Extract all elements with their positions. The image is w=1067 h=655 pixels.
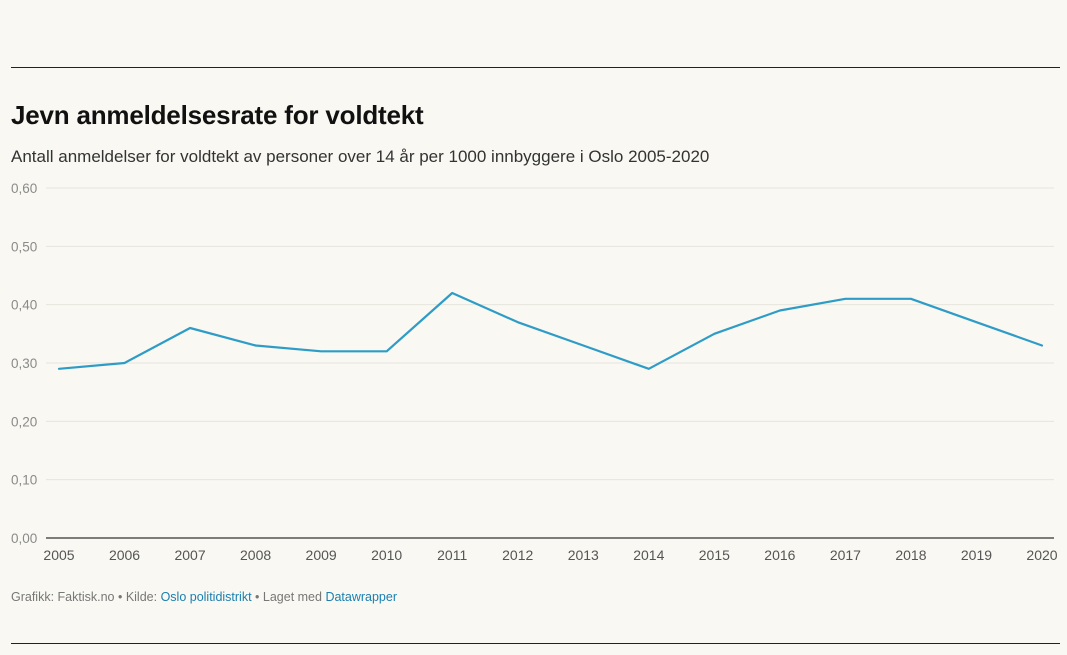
x-tick-label: 2020 <box>1026 547 1057 563</box>
bottom-rule <box>11 643 1060 644</box>
chart-footer: Grafikk: Faktisk.no • Kilde: Oslo politi… <box>11 590 397 604</box>
x-tick-label: 2005 <box>43 547 74 563</box>
y-tick-label: 0,00 <box>11 531 37 546</box>
x-tick-label: 2012 <box>502 547 533 563</box>
y-tick-label: 0,50 <box>11 239 37 254</box>
y-tick-label: 0,10 <box>11 473 37 488</box>
x-tick-label: 2016 <box>764 547 795 563</box>
line-chart: 0,00 0,10 0,20 0,30 0,40 0,50 0,60 2005 2006 2007… <box>11 181 1058 563</box>
x-tick-label: 2017 <box>830 547 861 563</box>
y-tick-label: 0,20 <box>11 414 37 429</box>
chart-subtitle: Antall anmeldelser for voldtekt av perso… <box>11 147 710 166</box>
x-tick-label: 2009 <box>306 547 337 563</box>
datawrapper-link[interactable]: Datawrapper <box>325 590 398 604</box>
chart-title: Jevn anmeldelsesrate for voldtekt <box>11 100 424 130</box>
x-tick-label: 2008 <box>240 547 271 563</box>
y-tick-label: 0,40 <box>11 298 37 313</box>
x-tick-label: 2007 <box>174 547 205 563</box>
x-tick-label: 2014 <box>633 547 664 563</box>
footer-made-with: • Laget med <box>251 590 326 604</box>
top-rule <box>11 67 1060 68</box>
footer-credit: Grafikk: Faktisk.no • Kilde: <box>11 590 161 604</box>
x-tick-label: 2013 <box>568 547 599 563</box>
x-tick-label: 2006 <box>109 547 140 563</box>
source-link[interactable]: Oslo politidistrikt <box>160 590 252 604</box>
y-tick-label: 0,30 <box>11 356 37 371</box>
x-tick-label: 2011 <box>437 547 467 563</box>
y-tick-label: 0,60 <box>11 181 37 196</box>
x-tick-label: 2018 <box>895 547 926 563</box>
x-tick-label: 2010 <box>371 547 402 563</box>
x-tick-label: 2019 <box>961 547 992 563</box>
x-tick-label: 2015 <box>699 547 730 563</box>
series-line <box>57 291 1044 370</box>
